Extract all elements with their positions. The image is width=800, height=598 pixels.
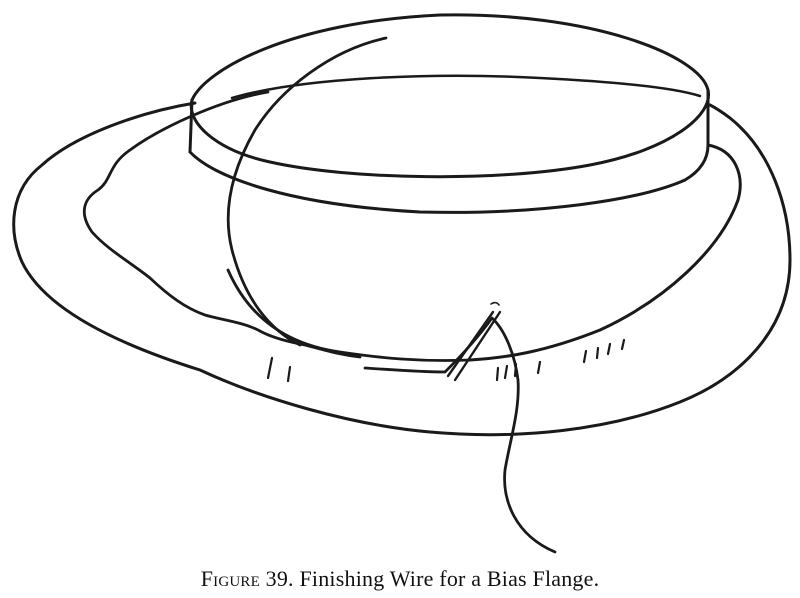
stitch-mark — [620, 338, 626, 351]
stitch-marks — [266, 338, 626, 383]
figure-label: Figure 39. — [200, 566, 294, 591]
stitch-mark — [513, 362, 518, 378]
stitch-mark — [582, 349, 588, 364]
brim-back-inner-edge — [468, 143, 742, 362]
hat-wire-illustration — [12, 13, 792, 554]
brim-outer-edge — [12, 101, 792, 437]
bias-flange-edge — [226, 268, 472, 362]
needle — [446, 310, 502, 382]
stitch-mark — [606, 342, 612, 356]
crown-top-ellipse — [189, 13, 710, 179]
stitch-mark — [495, 366, 500, 382]
crown-bottom-edge — [188, 143, 710, 214]
stitch-mark — [286, 365, 292, 383]
stitch-mark — [595, 346, 600, 360]
wire-tail — [363, 316, 557, 554]
stitch-mark — [536, 360, 542, 375]
loose-wire — [226, 36, 388, 347]
stitch-mark — [503, 364, 509, 380]
flange-wire — [83, 90, 362, 359]
needle-eye — [490, 301, 500, 306]
stitch-mark — [266, 356, 274, 380]
figure-caption-text: Finishing Wire for a Bias Flange. — [299, 566, 600, 591]
crown-left-side — [188, 98, 194, 154]
figure-caption: Figure 39. Finishing Wire for a Bias Fla… — [0, 562, 800, 596]
crown-inner-rim — [230, 74, 702, 100]
